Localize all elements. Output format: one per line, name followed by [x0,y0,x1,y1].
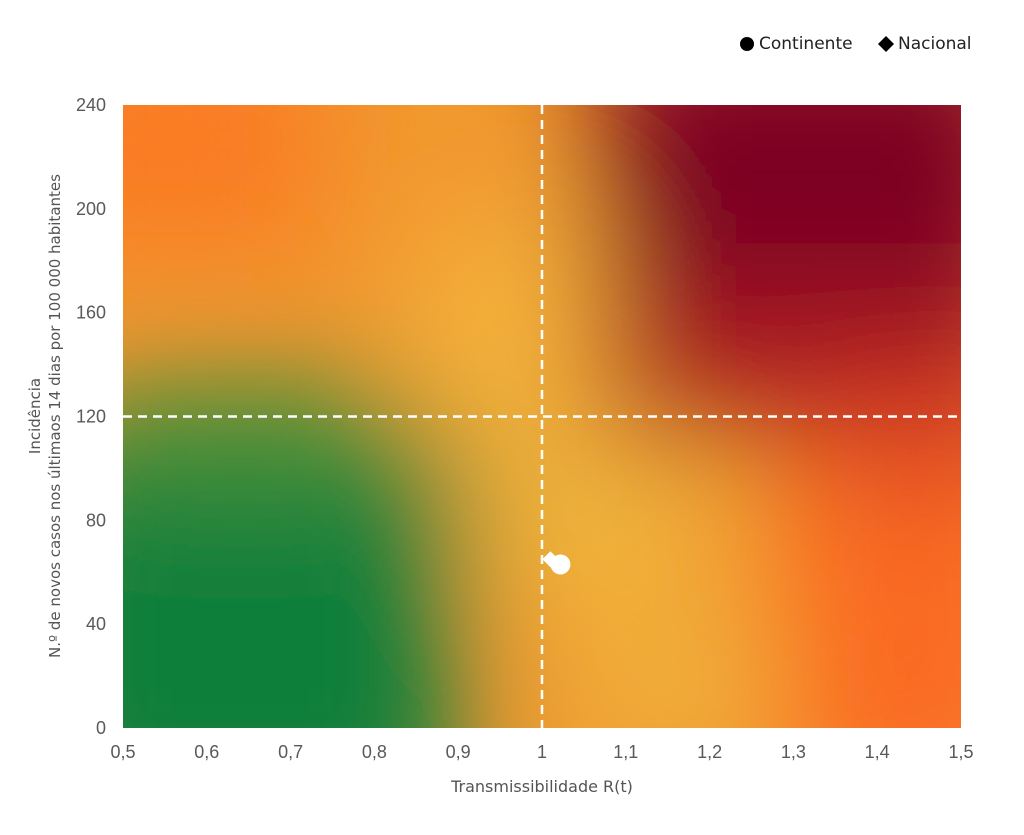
x-axis-title: Transmissibilidade R(t) [450,777,633,796]
y-tick-label: 120 [76,407,106,427]
x-tick-label: 1,3 [781,742,806,762]
x-tick-label: 0,6 [194,742,219,762]
x-tick-label: 1,2 [697,742,722,762]
legend-diamond-icon [878,36,894,52]
y-axis-title: Incidência N.º de novos casos nos última… [26,174,64,658]
x-tick-label: 1,4 [865,742,890,762]
y-axis-ticks: 0 40 80 120 160 200 240 [76,95,106,738]
risk-gradient-background [123,105,961,728]
y-tick-label: 240 [76,95,106,115]
y-tick-label: 160 [76,303,106,323]
x-tick-label: 0,9 [446,742,471,762]
x-tick-label: 1,1 [613,742,638,762]
reference-lines [123,105,961,728]
x-tick-label: 1 [537,742,547,762]
y-tick-label: 80 [86,510,106,530]
x-tick-label: 0,8 [362,742,387,762]
legend-label-nacional: Nacional [898,34,972,54]
y-axis-title-line1: Incidência [26,378,44,454]
y-tick-label: 0 [96,718,106,738]
x-tick-label: 1,5 [948,742,973,762]
y-axis-title-line2: N.º de novos casos nos últimaos 14 dias … [46,174,64,658]
y-tick-label: 40 [86,614,106,634]
data-markers [542,551,571,575]
y-tick-label: 200 [76,199,106,219]
legend-circle-icon [740,37,754,51]
x-axis-ticks: 0,5 0,6 0,7 0,8 0,9 1 1,1 1,2 1,3 1,4 1,5 [110,742,973,762]
x-tick-label: 0,7 [278,742,303,762]
marker-nacional [542,551,559,568]
legend-label-continente: Continente [759,34,853,54]
x-tick-label: 0,5 [110,742,135,762]
legend: Continente Nacional [740,34,972,54]
